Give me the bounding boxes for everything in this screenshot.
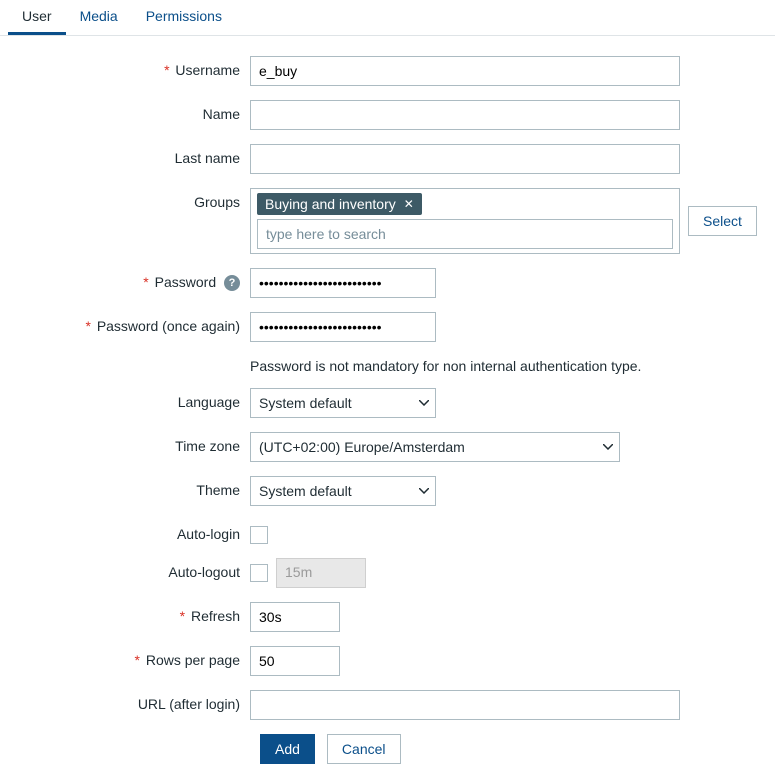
tab-user[interactable]: User xyxy=(8,0,66,35)
groups-multiselect[interactable]: Buying and inventory ✕ xyxy=(250,188,680,254)
name-input[interactable] xyxy=(250,100,680,130)
rowsperpage-label: * Rows per page xyxy=(10,646,250,668)
remove-tag-icon[interactable]: ✕ xyxy=(404,198,414,210)
chevron-down-icon xyxy=(419,400,429,406)
tabs: User Media Permissions xyxy=(0,0,775,36)
password-label: * Password ? xyxy=(10,268,250,291)
language-select[interactable]: System default xyxy=(250,388,436,418)
refresh-label: * Refresh xyxy=(10,602,250,624)
cancel-button[interactable]: Cancel xyxy=(327,734,401,764)
theme-select[interactable]: System default xyxy=(250,476,436,506)
groups-label: Groups xyxy=(10,188,250,210)
password-confirm-input[interactable] xyxy=(250,312,436,342)
urlafterlogin-label: URL (after login) xyxy=(10,690,250,712)
theme-label: Theme xyxy=(10,476,250,498)
autologout-checkbox[interactable] xyxy=(250,564,268,582)
tab-media[interactable]: Media xyxy=(66,0,132,35)
username-input[interactable] xyxy=(250,56,680,86)
group-tag: Buying and inventory ✕ xyxy=(257,193,422,215)
urlafterlogin-input[interactable] xyxy=(250,690,680,720)
chevron-down-icon xyxy=(419,488,429,494)
username-label: * Username xyxy=(10,56,250,78)
password2-label: * Password (once again) xyxy=(10,312,250,334)
rowsperpage-input[interactable] xyxy=(250,646,340,676)
timezone-label: Time zone xyxy=(10,432,250,454)
help-icon[interactable]: ? xyxy=(224,275,240,291)
chevron-down-icon xyxy=(603,444,613,450)
tab-permissions[interactable]: Permissions xyxy=(132,0,236,35)
autologin-checkbox[interactable] xyxy=(250,526,268,544)
language-label: Language xyxy=(10,388,250,410)
lastname-input[interactable] xyxy=(250,144,680,174)
add-button[interactable]: Add xyxy=(260,734,315,764)
group-tag-label: Buying and inventory xyxy=(265,196,396,212)
autologin-label: Auto-login xyxy=(10,520,250,542)
select-groups-button[interactable]: Select xyxy=(688,206,757,236)
timezone-select[interactable]: (UTC+02:00) Europe/Amsterdam xyxy=(250,432,620,462)
password-note: Password is not mandatory for non intern… xyxy=(250,358,765,374)
refresh-input[interactable] xyxy=(250,602,340,632)
user-form: * Username Name Last name Groups Buying … xyxy=(0,36,775,784)
name-label: Name xyxy=(10,100,250,122)
password-input[interactable] xyxy=(250,268,436,298)
autologout-label: Auto-logout xyxy=(10,558,250,580)
lastname-label: Last name xyxy=(10,144,250,166)
autologout-value: 15m xyxy=(276,558,366,588)
groups-search-input[interactable] xyxy=(257,219,673,249)
